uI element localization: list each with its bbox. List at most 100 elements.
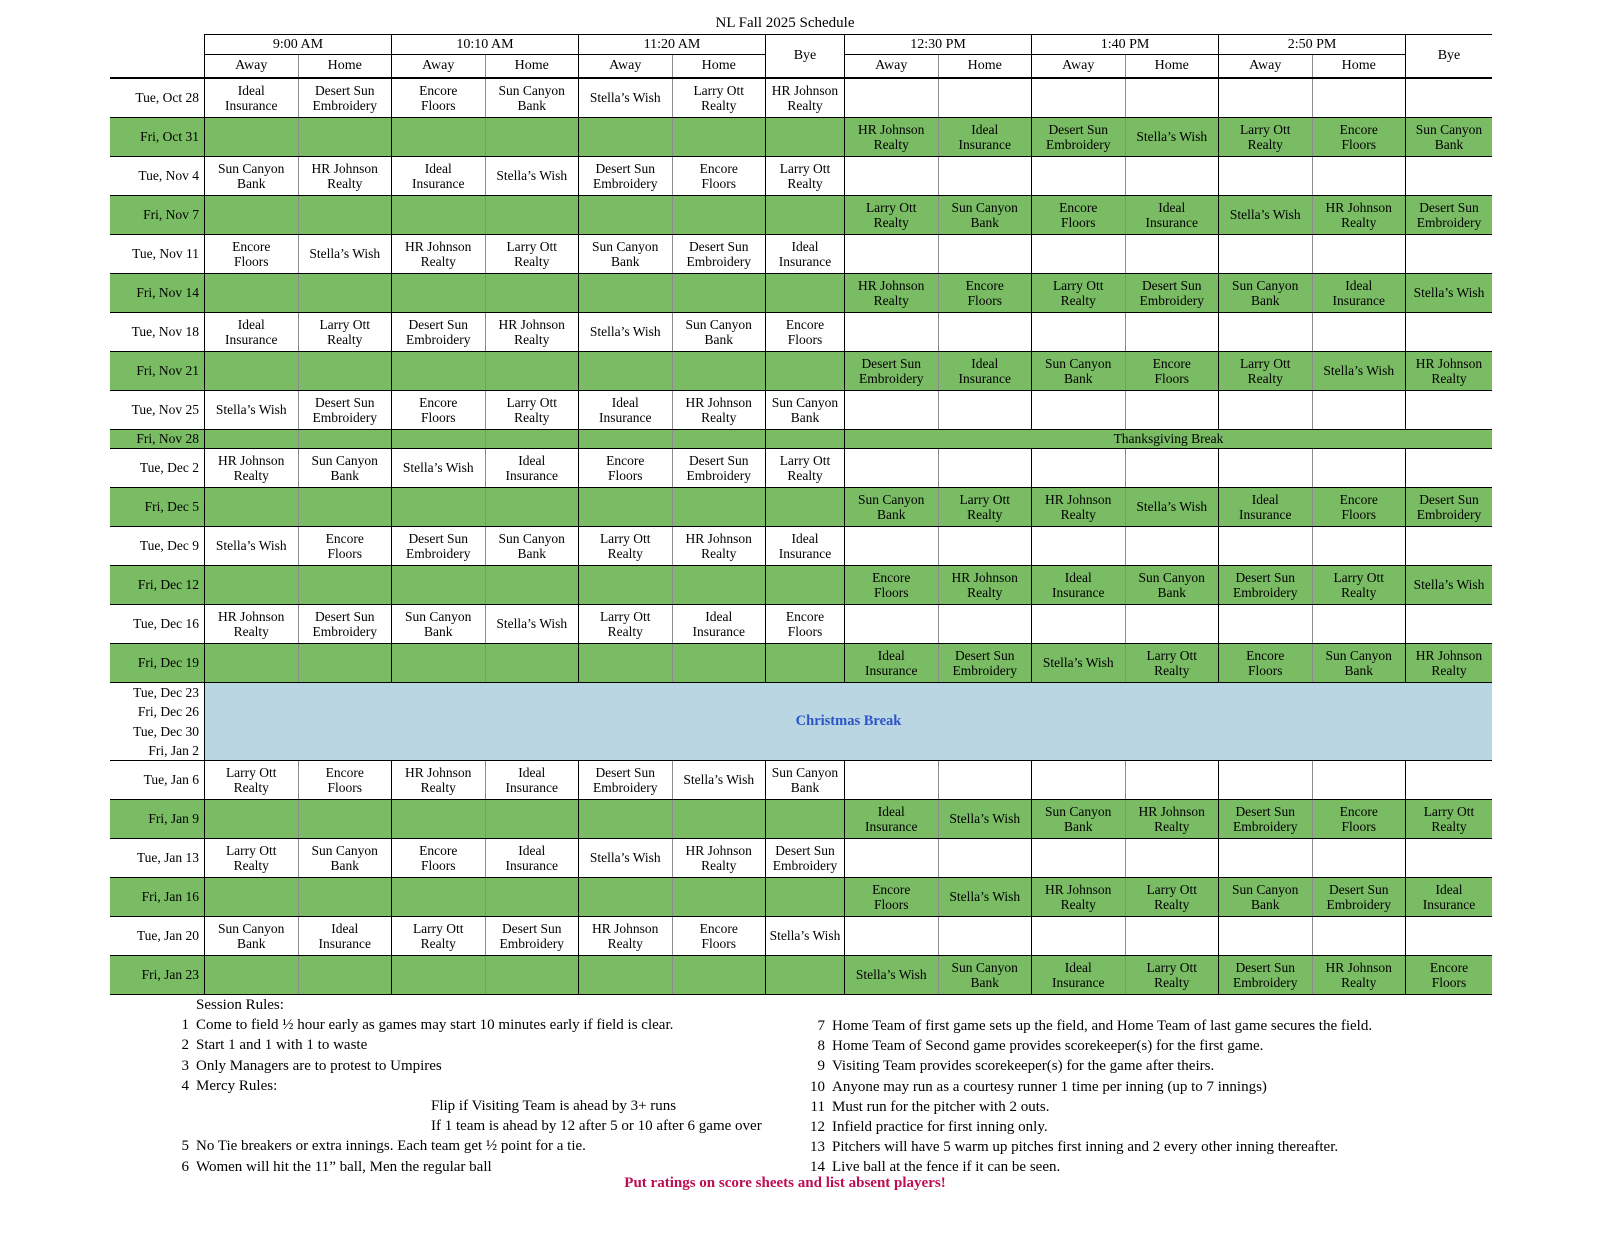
rule-number: 4	[181, 1077, 190, 1094]
game-away-cell: Desert Sun Embroidery	[1218, 800, 1312, 838]
bye-cell: Larry Ott Realty	[765, 157, 844, 195]
game-away-cell	[204, 118, 298, 156]
date-cell: Fri, Jan 16	[141, 889, 199, 905]
game-home-cell: HR Johnson Realty	[297, 157, 392, 195]
schedule-row: Fri, Dec 12 Encore Floors HR Johnson Realt…	[110, 566, 1492, 605]
game-home-cell	[1311, 313, 1406, 351]
game-away-cell: Encore Floors	[391, 79, 485, 117]
empty-cell	[578, 430, 672, 448]
game-away-cell: Larry Ott Realty	[204, 761, 298, 799]
game-home-cell	[1311, 79, 1406, 117]
schedule-row: Tue, Dec 16 HR Johnson Realty Desert Sun E…	[110, 605, 1492, 644]
rule-text: Home Team of first game sets up the fiel…	[832, 1018, 1373, 1034]
game-home-cell: Larry Ott Realty	[937, 488, 1032, 526]
home-header: Home	[484, 55, 579, 77]
rule-line: 3 Only Managers are to protest to Umpires	[100, 1056, 762, 1076]
rule-line: 5 No Tie breakers or extra innings. Each …	[100, 1136, 762, 1156]
home-header: Home	[671, 55, 766, 77]
schedule-row: Tue, Nov 4 Sun Canyon Bank HR Johnson Real…	[110, 157, 1492, 196]
date-cell: Tue, Nov 18	[131, 324, 199, 340]
game-home-cell	[297, 118, 392, 156]
game-away-cell: Stella’s Wish	[578, 313, 672, 351]
rule-line: 14 Live ball at the fence if it can be se…	[760, 1157, 1600, 1177]
bye-cell: Desert Sun Embroidery	[765, 839, 844, 877]
schedule-row: Tue, Dec 2 HR Johnson Realty Sun Canyon Ba…	[110, 449, 1492, 488]
page-title: NL Fall 2025 Schedule	[715, 15, 855, 31]
bye-column-header: Bye	[765, 34, 844, 77]
rule-text: If 1 team is ahead by 12 after 5 or 10 a…	[431, 1118, 762, 1135]
rule-number	[100, 995, 196, 1015]
schedule-row: Tue, Nov 11 Encore Floors Stella’s Wish HR …	[110, 235, 1492, 274]
game-home-cell	[1311, 527, 1406, 565]
schedule-row: Tue, Nov 18 Ideal Insurance Larry Ott Real…	[110, 313, 1492, 352]
date-cell: Fri, Dec 5	[144, 499, 199, 515]
date-cell: Fri, Jan 9	[148, 811, 199, 827]
bye-cell: Encore Floors	[765, 605, 844, 643]
game-away-cell: Stella’s Wish	[1218, 196, 1312, 234]
bye-cell	[1405, 391, 1492, 429]
bye-cell: HR Johnson Realty	[1405, 352, 1492, 390]
rule-text: Come to field ½ hour early as games may …	[196, 1017, 674, 1034]
rule-line: 2 Start 1 and 1 with 1 to waste	[100, 1035, 762, 1055]
rule-text: Must run for the pitcher with 2 outs.	[832, 1098, 1050, 1115]
rule-line: 8 Home Team of Second game provides score…	[760, 1036, 1600, 1056]
game-home-cell: HR Johnson Realty	[671, 527, 766, 565]
schedule-row: Fri, Jan 23 Stella’s Wish Sun Canyon Bank I…	[110, 956, 1492, 995]
game-away-cell	[1031, 449, 1125, 487]
game-home-cell: Desert Sun Embroidery	[297, 605, 392, 643]
date-cell: Fri, Nov 14	[136, 285, 199, 301]
game-away-cell	[204, 956, 298, 994]
game-home-cell: Larry Ott Realty	[1124, 878, 1219, 916]
game-away-cell	[578, 644, 672, 682]
game-away-cell	[578, 118, 672, 156]
game-away-cell	[578, 800, 672, 838]
rule-number: 11	[810, 1098, 825, 1115]
break-row: Tue, Dec 23 Fri, Dec 26 Tue, Dec 30 Fri, Ja…	[110, 683, 1492, 761]
game-away-cell: Ideal Insurance	[1031, 566, 1125, 604]
game-away-cell: Encore Floors	[1218, 644, 1312, 682]
date-cell: Tue, Dec 9	[139, 538, 199, 554]
game-away-cell: Desert Sun Embroidery	[844, 352, 938, 390]
game-home-cell	[1311, 839, 1406, 877]
date-cell: Fri, Oct 31	[140, 129, 199, 145]
rules-heading: Session Rules:	[100, 995, 762, 1015]
game-home-cell: Larry Ott Realty	[1124, 644, 1219, 682]
game-home-cell	[1124, 839, 1219, 877]
game-away-cell	[1218, 839, 1312, 877]
game-away-cell	[1218, 605, 1312, 643]
game-home-cell	[297, 196, 392, 234]
game-away-cell	[1031, 839, 1125, 877]
date-cell: Fri, Nov 7	[143, 207, 199, 223]
game-home-cell: Desert Sun Embroidery	[1124, 274, 1219, 312]
game-home-cell: Stella’s Wish	[484, 605, 579, 643]
rule-text: Flip if Visiting Team is ahead by 3+ run…	[431, 1098, 677, 1115]
break-dates: Tue, Dec 23 Fri, Dec 26 Tue, Dec 30 Fri, Ja…	[110, 683, 204, 760]
game-away-cell: Larry Ott Realty	[1218, 118, 1312, 156]
game-home-cell: Desert Sun Embroidery	[484, 917, 579, 955]
game-home-cell	[937, 761, 1032, 799]
game-home-cell: Desert Sun Embroidery	[671, 235, 766, 273]
break-date: Tue, Dec 30	[133, 723, 199, 739]
rule-text: Live ball at the fence if it can be seen…	[832, 1159, 1061, 1176]
game-away-cell: Ideal Insurance	[204, 79, 298, 117]
game-away-cell	[391, 488, 485, 526]
game-home-cell: Encore Floors	[297, 527, 392, 565]
rule-number: 8	[817, 1038, 826, 1055]
rule-number: 6	[181, 1158, 190, 1175]
bye-cell	[1405, 839, 1492, 877]
game-away-cell: Ideal Insurance	[204, 313, 298, 351]
game-home-cell: Stella’s Wish	[671, 761, 766, 799]
bye-cell	[765, 644, 844, 682]
game-home-cell: Ideal Insurance	[937, 352, 1032, 390]
game-away-cell	[578, 196, 672, 234]
empty-cell	[391, 430, 485, 448]
game-home-cell: Larry Ott Realty	[484, 391, 579, 429]
bye-cell: Encore Floors	[765, 313, 844, 351]
game-home-cell	[1311, 917, 1406, 955]
game-home-cell	[297, 566, 392, 604]
game-away-cell: Ideal Insurance	[1031, 956, 1125, 994]
game-away-cell: HR Johnson Realty	[1031, 488, 1125, 526]
game-home-cell	[484, 118, 579, 156]
game-away-cell: Encore Floors	[391, 839, 485, 877]
game-home-cell: Larry Ott Realty	[1311, 566, 1406, 604]
